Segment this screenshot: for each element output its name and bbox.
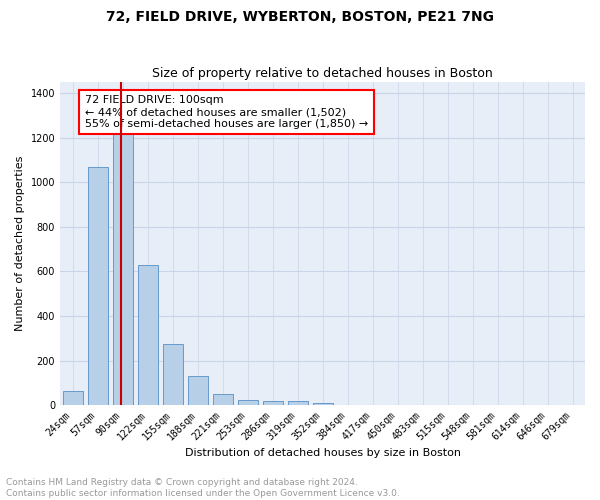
Bar: [263, 400, 283, 405]
Bar: [188, 376, 208, 405]
Bar: [62, 390, 83, 405]
X-axis label: Distribution of detached houses by size in Boston: Distribution of detached houses by size …: [185, 448, 461, 458]
Bar: [137, 264, 158, 405]
Bar: [212, 394, 233, 405]
Text: 72, FIELD DRIVE, WYBERTON, BOSTON, PE21 7NG: 72, FIELD DRIVE, WYBERTON, BOSTON, PE21 …: [106, 10, 494, 24]
Bar: [313, 403, 332, 405]
Bar: [238, 400, 257, 405]
Text: 72 FIELD DRIVE: 100sqm
← 44% of detached houses are smaller (1,502)
55% of semi-: 72 FIELD DRIVE: 100sqm ← 44% of detached…: [85, 96, 368, 128]
Bar: [88, 166, 107, 405]
Y-axis label: Number of detached properties: Number of detached properties: [15, 156, 25, 332]
Bar: [287, 400, 308, 405]
Bar: [113, 113, 133, 405]
Title: Size of property relative to detached houses in Boston: Size of property relative to detached ho…: [152, 66, 493, 80]
Bar: [163, 344, 182, 405]
Text: Contains HM Land Registry data © Crown copyright and database right 2024.
Contai: Contains HM Land Registry data © Crown c…: [6, 478, 400, 498]
